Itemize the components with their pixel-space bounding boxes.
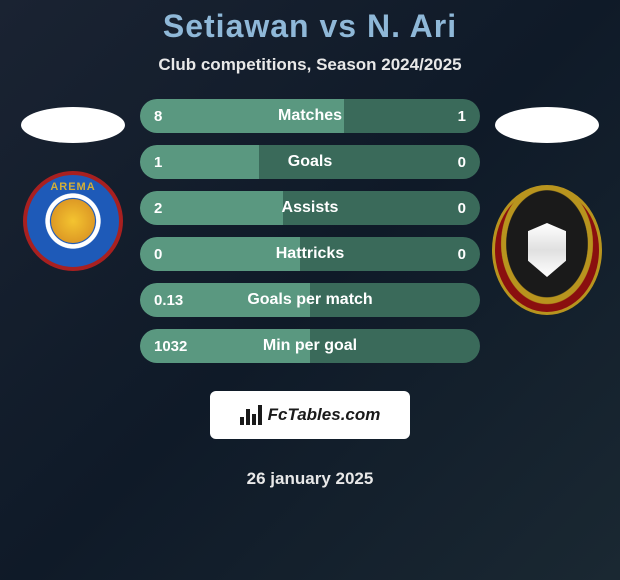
- stat-label: Goals per match: [140, 291, 480, 309]
- stat-bar-assists: 2 Assists 0: [140, 191, 480, 225]
- stat-bar-matches: 8 Matches 1: [140, 99, 480, 133]
- page-title: Setiawan vs N. Ari: [163, 8, 457, 45]
- stat-right-value: 0: [458, 246, 466, 263]
- team-logo-right-shield: [528, 223, 566, 277]
- stat-label: Goals: [140, 153, 480, 171]
- fctables-label: FcTables.com: [268, 405, 381, 425]
- subtitle: Club competitions, Season 2024/2025: [158, 55, 461, 75]
- date-label: 26 january 2025: [247, 469, 374, 489]
- comparison-row: 8 Matches 1 1 Goals 0 2 Assists 0 0 Hatt…: [0, 99, 620, 489]
- stat-right-value: 0: [458, 200, 466, 217]
- team-logo-left: [23, 171, 123, 271]
- stat-bar-gpm: 0.13 Goals per match: [140, 283, 480, 317]
- stat-label: Assists: [140, 199, 480, 217]
- stat-bar-goals: 1 Goals 0: [140, 145, 480, 179]
- team-logo-right: [492, 185, 602, 315]
- stat-right-value: 0: [458, 154, 466, 171]
- stat-bar-hattricks: 0 Hattricks 0: [140, 237, 480, 271]
- stat-label: Matches: [140, 107, 480, 125]
- fctables-badge[interactable]: FcTables.com: [210, 391, 410, 439]
- player-right-panel: [492, 99, 602, 315]
- team-logo-left-center: [51, 199, 95, 243]
- flag-right: [495, 107, 599, 143]
- flag-left: [21, 107, 125, 143]
- stat-label: Hattricks: [140, 245, 480, 263]
- stat-label: Min per goal: [140, 337, 480, 355]
- player-left-panel: [18, 99, 128, 271]
- stats-column: 8 Matches 1 1 Goals 0 2 Assists 0 0 Hatt…: [140, 99, 480, 489]
- stat-right-value: 1: [458, 108, 466, 125]
- bar-chart-icon: [240, 405, 262, 425]
- stat-bar-mpg: 1032 Min per goal: [140, 329, 480, 363]
